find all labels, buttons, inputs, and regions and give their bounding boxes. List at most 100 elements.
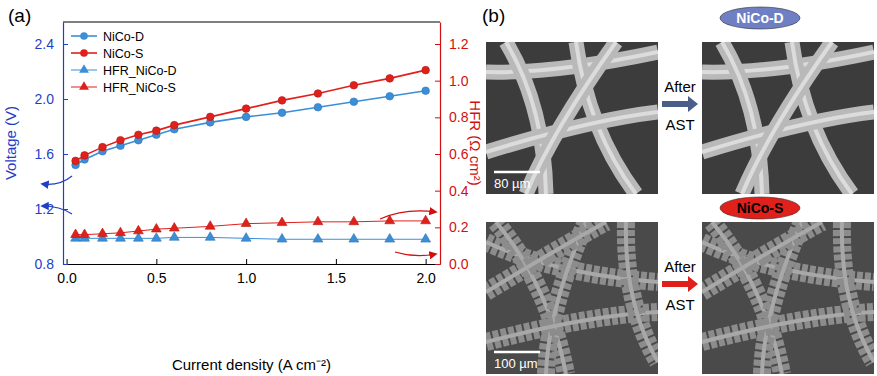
pointer-arrow [395, 252, 436, 256]
data-point [170, 121, 178, 129]
data-point [349, 216, 359, 225]
tick-label: 0.6 [449, 146, 469, 162]
tick-mark [336, 259, 337, 264]
tick-mark [426, 259, 427, 264]
y2-axis-title: HFR (Ω cm²) [467, 100, 484, 185]
data-point [151, 233, 161, 242]
tick-label: 2.0 [35, 91, 55, 107]
data-point [71, 229, 81, 238]
series-line [76, 221, 426, 235]
tick: 1.0 [435, 73, 469, 89]
x-axis: 0.0 0.5 1.0 1.5 2.0 [57, 259, 440, 286]
data-point [421, 215, 431, 224]
data-point [422, 66, 430, 74]
sem-image [486, 222, 658, 374]
data-point [205, 221, 215, 230]
data-point [133, 225, 143, 234]
legend-item: HFR_NiCo-D [71, 64, 177, 78]
tick-label: 2.0 [416, 270, 436, 286]
sem-image [486, 42, 658, 194]
data-point [421, 234, 431, 243]
tick: 2.0 [35, 91, 68, 107]
legend-item: NiCo-S [71, 47, 143, 61]
sample-name: NiCo-S [737, 200, 784, 216]
series-line [76, 237, 426, 239]
tick-mark [67, 259, 68, 264]
legend-label: HFR_NiCo-D [103, 64, 177, 78]
tick-label: 0.8 [449, 109, 469, 125]
arrow-label: AST [665, 116, 694, 133]
tick-label: 1.2 [449, 36, 469, 52]
tick: 0.0 [57, 259, 77, 286]
data-point [206, 113, 214, 121]
data-point [278, 97, 286, 105]
tick-mark [246, 259, 247, 264]
data-point [385, 215, 395, 224]
data-point [81, 152, 89, 160]
data-point [98, 228, 108, 237]
legend-label: HFR_NiCo-S [103, 81, 176, 95]
data-point [242, 105, 250, 113]
tick-label: 0.8 [35, 256, 55, 272]
data-point [169, 232, 179, 241]
pointer-arrow [42, 206, 72, 214]
tick-mark [63, 264, 68, 265]
data-point [153, 127, 161, 135]
y-axis-title: Voltage (V) [2, 106, 19, 180]
tick-label: 0.4 [449, 183, 469, 199]
sample-badge [720, 197, 800, 219]
legend-item: NiCo-D [71, 30, 144, 44]
plot-frame [63, 22, 440, 23]
y-axis: 0.81.21.62.02.4 [35, 23, 68, 272]
pointer-arrow [42, 176, 72, 184]
sample-badge [720, 7, 800, 29]
tick-label: 0.0 [57, 270, 77, 286]
data-point [241, 218, 251, 227]
tick-label: 1.5 [327, 270, 347, 286]
series-line [76, 91, 426, 165]
tick-mark [435, 191, 440, 192]
arrow-label: After [664, 78, 696, 95]
y2-axis: 0.0 0.2 0.4 0.6 0.8 1.0 1.2 [435, 23, 469, 272]
sample-name: NiCo-D [736, 10, 783, 26]
tick: 0.0 [435, 256, 469, 272]
panel-label: (a) [8, 5, 31, 26]
tick-mark [435, 44, 440, 45]
tick: 0.2 [435, 219, 469, 235]
plot-area [71, 66, 431, 242]
tick-label: 1.0 [237, 270, 257, 286]
tick: 1.6 [35, 146, 68, 162]
tick-label: 0.5 [147, 270, 167, 286]
data-point [386, 92, 394, 100]
figure: (a)0.00.51.01.52.00.81.21.62.02.40.00.20… [0, 0, 877, 376]
tick-label: 2.4 [35, 36, 55, 52]
data-point [242, 113, 250, 121]
series-line [76, 70, 426, 161]
data-point [386, 75, 394, 83]
legend-marker [80, 32, 88, 40]
legend-label: NiCo-D [103, 30, 144, 44]
tick: 0.6 [435, 146, 469, 162]
legend-label: NiCo-S [103, 47, 143, 61]
axis-line [64, 264, 441, 265]
transition-arrow [662, 276, 698, 292]
data-point [205, 232, 215, 241]
x-axis-title: Current density (A cm⁻²) [172, 356, 331, 373]
panel-label: (b) [482, 5, 505, 26]
data-point [151, 223, 161, 232]
scale-bar [494, 171, 540, 174]
data-point [72, 157, 80, 165]
data-point [314, 103, 322, 111]
data-point [313, 216, 323, 225]
tick: 1.5 [327, 259, 347, 286]
legend-item: HFR_NiCo-S [71, 81, 176, 95]
data-point [99, 143, 107, 151]
data-point [117, 136, 125, 144]
tick: 2.0 [416, 259, 436, 286]
legend-marker [79, 81, 89, 90]
data-point [169, 223, 179, 232]
tick: 1.2 [435, 36, 469, 52]
scale-bar-label: 80 µm [494, 176, 530, 191]
axis-line [440, 23, 441, 265]
tick: 0.8 [435, 109, 469, 125]
